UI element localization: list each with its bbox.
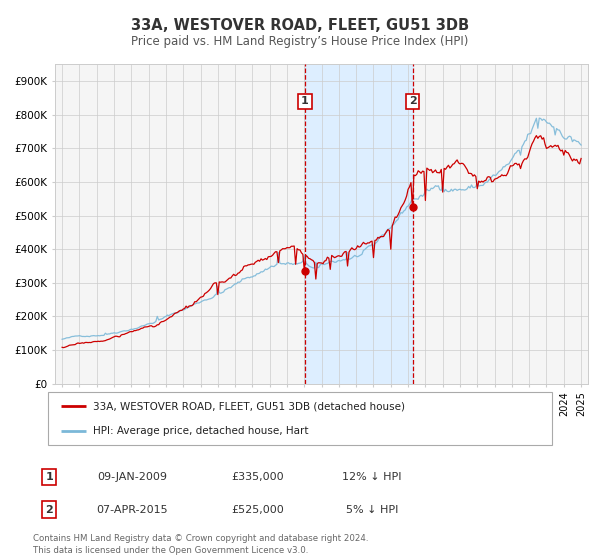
Text: £525,000: £525,000 — [232, 505, 284, 515]
Text: HPI: Average price, detached house, Hart: HPI: Average price, detached house, Hart — [94, 426, 309, 436]
Text: 2: 2 — [46, 505, 53, 515]
Text: 33A, WESTOVER ROAD, FLEET, GU51 3DB (detached house): 33A, WESTOVER ROAD, FLEET, GU51 3DB (det… — [94, 402, 406, 412]
Text: 5% ↓ HPI: 5% ↓ HPI — [346, 505, 398, 515]
Text: Price paid vs. HM Land Registry’s House Price Index (HPI): Price paid vs. HM Land Registry’s House … — [131, 35, 469, 49]
Text: 09-JAN-2009: 09-JAN-2009 — [97, 472, 167, 482]
Bar — [305, 64, 413, 384]
Text: £335,000: £335,000 — [232, 472, 284, 482]
Text: 1: 1 — [46, 472, 53, 482]
Text: Contains HM Land Registry data © Crown copyright and database right 2024.
This d: Contains HM Land Registry data © Crown c… — [33, 534, 368, 555]
Text: 33A, WESTOVER ROAD, FLEET, GU51 3DB: 33A, WESTOVER ROAD, FLEET, GU51 3DB — [131, 18, 469, 32]
Text: 07-APR-2015: 07-APR-2015 — [96, 505, 168, 515]
Text: 12% ↓ HPI: 12% ↓ HPI — [342, 472, 402, 482]
Text: 1: 1 — [301, 96, 309, 106]
Text: 2: 2 — [409, 96, 416, 106]
